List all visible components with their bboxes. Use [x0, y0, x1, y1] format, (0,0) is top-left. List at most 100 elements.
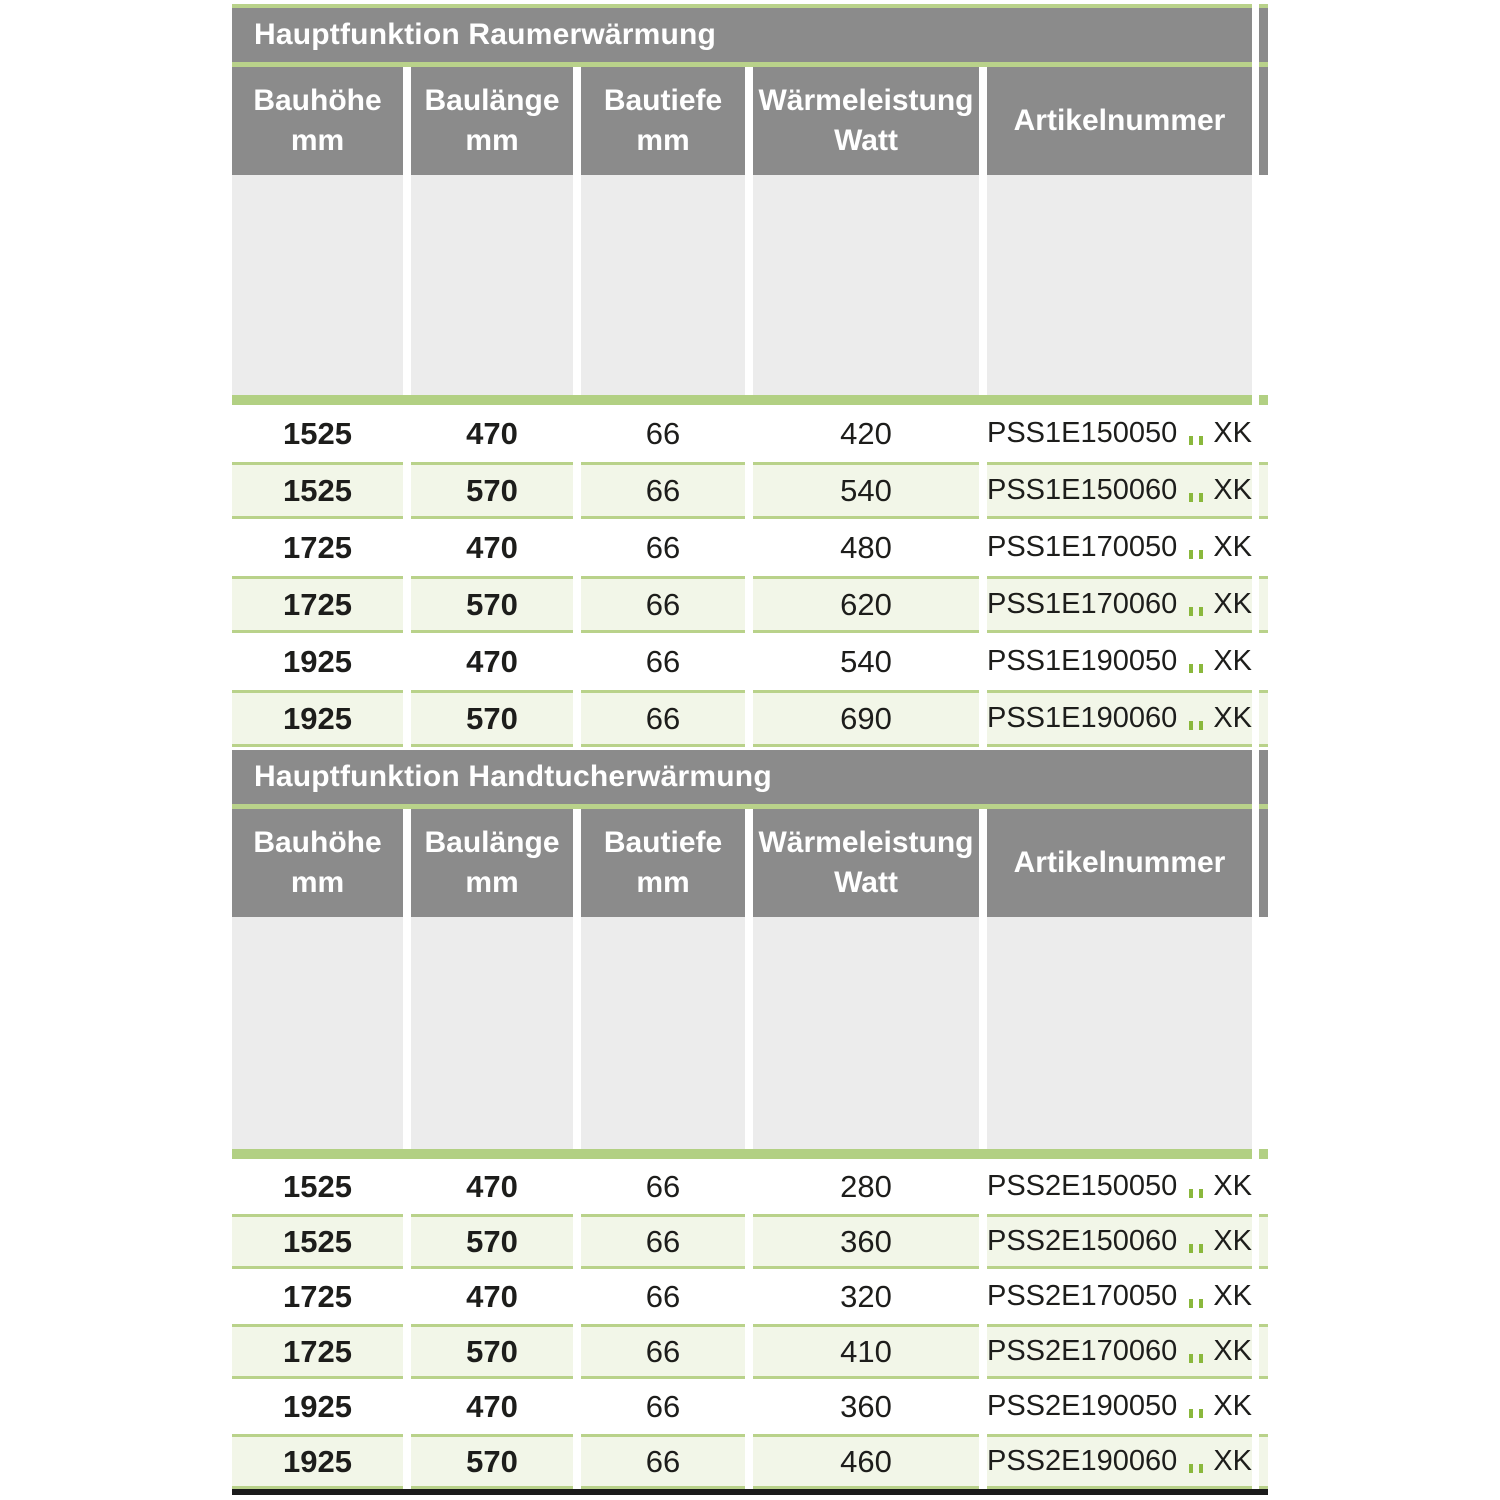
- cell-artikelnummer: PSS1E150050 XK: [987, 405, 1252, 462]
- table-row: 1725 470 66 320 PSS2E170050 XK: [232, 1269, 1252, 1324]
- color-code-dot-icon: [1189, 664, 1194, 673]
- cell-baulaenge: 470: [466, 1278, 518, 1314]
- placeholder-cell: [411, 175, 573, 395]
- cell-bautiefe: 66: [581, 1214, 745, 1269]
- cell-waermeleistung: 410: [753, 1324, 979, 1379]
- cell-bautiefe: 66: [581, 1434, 745, 1489]
- cutoff-band: [1259, 1214, 1268, 1269]
- color-code-dot-icon: [1189, 1464, 1194, 1473]
- color-code-dot-icon: [1199, 550, 1204, 559]
- cell-bauhoehe: 1725: [232, 576, 403, 633]
- cell-baulaenge: 470: [466, 1168, 518, 1204]
- cell-bauhoehe: 1525: [232, 1214, 403, 1269]
- header-waermeleistung: Wärmeleistung Watt: [753, 809, 979, 917]
- placeholder-cell: [753, 175, 979, 395]
- cell-bautiefe: 66: [645, 1278, 681, 1314]
- color-code-dot-icon: [1189, 1354, 1194, 1363]
- cell-waermeleistung: 360: [753, 1214, 979, 1269]
- artikelnummer-prefix: PSS2E190050: [987, 1390, 1178, 1422]
- cell-artikelnummer: PSS1E170060 XK: [987, 576, 1252, 633]
- cutoff-band: [1259, 395, 1268, 405]
- table-title: Hauptfunktion Raumerwärmung: [254, 18, 717, 51]
- artikelnummer-suffix: XK: [1213, 531, 1252, 563]
- cell-artikelnummer: PSS2E170050 XK: [987, 1269, 1252, 1324]
- header-artikelnummer: Artikelnummer: [987, 809, 1252, 917]
- cell-baulaenge: 570: [411, 1324, 573, 1379]
- color-code-dot-icon: [1199, 664, 1204, 673]
- header-bauhoehe: Bauhöhe mm: [232, 809, 403, 917]
- color-code-dot-icon: [1199, 1464, 1204, 1473]
- color-code-dot-icon: [1189, 1299, 1194, 1308]
- cell-bauhoehe: 1725: [283, 1278, 352, 1314]
- artikelnummer-suffix: XK: [1213, 474, 1252, 506]
- cell-artikelnummer: PSS1E170050 XK: [987, 519, 1252, 576]
- cell-bauhoehe: 1925: [232, 690, 403, 747]
- artikelnummer-suffix: XK: [1213, 1170, 1252, 1202]
- artikelnummer-prefix: PSS1E190060: [987, 702, 1178, 734]
- cutoff-band: [1259, 576, 1268, 633]
- cutoff-band: [1259, 1149, 1268, 1159]
- bottom-black-rule: [232, 1489, 1268, 1495]
- cutoff-band: [1259, 4, 1268, 8]
- cutoff-band: [1259, 1434, 1268, 1489]
- cell-bauhoehe: 1525: [283, 1168, 352, 1204]
- table-title: Hauptfunktion Handtucherwärmung: [254, 760, 772, 793]
- artikelnummer-prefix: PSS1E170050: [987, 531, 1178, 563]
- artikelnummer-suffix: XK: [1213, 1390, 1252, 1422]
- product-image-placeholder-region: [232, 175, 1252, 395]
- color-code-dot-icon: [1199, 1409, 1204, 1418]
- cell-waermeleistung: 480: [840, 529, 892, 565]
- cell-bauhoehe: 1525: [283, 415, 352, 451]
- cell-bautiefe: 66: [581, 462, 745, 519]
- header-bautiefe: Bautiefe mm: [581, 67, 745, 175]
- color-code-dot-icon: [1199, 1354, 1204, 1363]
- table-row: 1525 470 66 280 PSS2E150050 XK: [232, 1159, 1252, 1214]
- cell-bauhoehe: 1525: [232, 462, 403, 519]
- artikelnummer-suffix: XK: [1213, 702, 1252, 734]
- cell-baulaenge: 470: [466, 415, 518, 451]
- placeholder-cell: [411, 917, 573, 1149]
- header-bautiefe: Bautiefe mm: [581, 809, 745, 917]
- column-header-row: Bauhöhe mm Baulänge mm Bautiefe mm Wärme…: [232, 67, 1252, 175]
- cell-bautiefe: 66: [581, 576, 745, 633]
- header-artikelnummer: Artikelnummer: [987, 67, 1252, 175]
- placeholder-cell: [581, 917, 745, 1149]
- artikelnummer-prefix: PSS1E190050: [987, 645, 1178, 677]
- table-row: 1925 470 66 540 PSS1E190050 XK: [232, 633, 1252, 690]
- artikelnummer-prefix: PSS1E150050: [987, 417, 1178, 449]
- cell-artikelnummer: PSS2E170060 XK: [987, 1324, 1252, 1379]
- color-code-dot-icon: [1189, 1244, 1194, 1253]
- artikelnummer-suffix: XK: [1213, 588, 1252, 620]
- placeholder-cell: [987, 917, 1252, 1149]
- table-body: 1525 470 66 420 PSS1E150050 XK 1525 570 …: [232, 405, 1252, 747]
- cell-bautiefe: 66: [645, 1168, 681, 1204]
- table-title-bar: Hauptfunktion Raumerwärmung: [232, 8, 1252, 62]
- color-code-dot-icon: [1199, 1299, 1204, 1308]
- color-code-dot-icon: [1199, 607, 1204, 616]
- cell-waermeleistung: 360: [840, 1388, 892, 1424]
- color-code-dot-icon: [1189, 721, 1194, 730]
- cutoff-band: [1259, 750, 1268, 804]
- placeholder-cell: [232, 917, 403, 1149]
- cell-waermeleistung: 420: [840, 415, 892, 451]
- cell-artikelnummer: PSS1E190060 XK: [987, 690, 1252, 747]
- table-row: 1925 570 66 690 PSS1E190060 XK: [232, 690, 1252, 747]
- table-raumerwaermung: Hauptfunktion Raumerwärmung Bauhöhe mm B…: [232, 4, 1252, 747]
- color-code-dot-icon: [1189, 1409, 1194, 1418]
- cell-baulaenge: 570: [411, 1214, 573, 1269]
- column-header-row: Bauhöhe mm Baulänge mm Bautiefe mm Wärme…: [232, 809, 1252, 917]
- artikelnummer-prefix: PSS2E170060: [987, 1335, 1178, 1367]
- color-code-dot-icon: [1189, 550, 1194, 559]
- cell-bauhoehe: 1725: [232, 1324, 403, 1379]
- table-body: 1525 470 66 280 PSS2E150050 XK 1525 570 …: [232, 1159, 1252, 1489]
- color-code-dot-icon: [1199, 493, 1204, 502]
- artikelnummer-suffix: XK: [1213, 645, 1252, 677]
- cell-bautiefe: 66: [645, 415, 681, 451]
- table-row: 1525 470 66 420 PSS1E150050 XK: [232, 405, 1252, 462]
- color-code-dot-icon: [1189, 436, 1194, 445]
- cell-baulaenge: 570: [411, 690, 573, 747]
- color-code-dot-icon: [1189, 1189, 1194, 1198]
- product-image-placeholder-region: [232, 917, 1252, 1149]
- cell-waermeleistung: 280: [840, 1168, 892, 1204]
- color-code-dot-icon: [1199, 721, 1204, 730]
